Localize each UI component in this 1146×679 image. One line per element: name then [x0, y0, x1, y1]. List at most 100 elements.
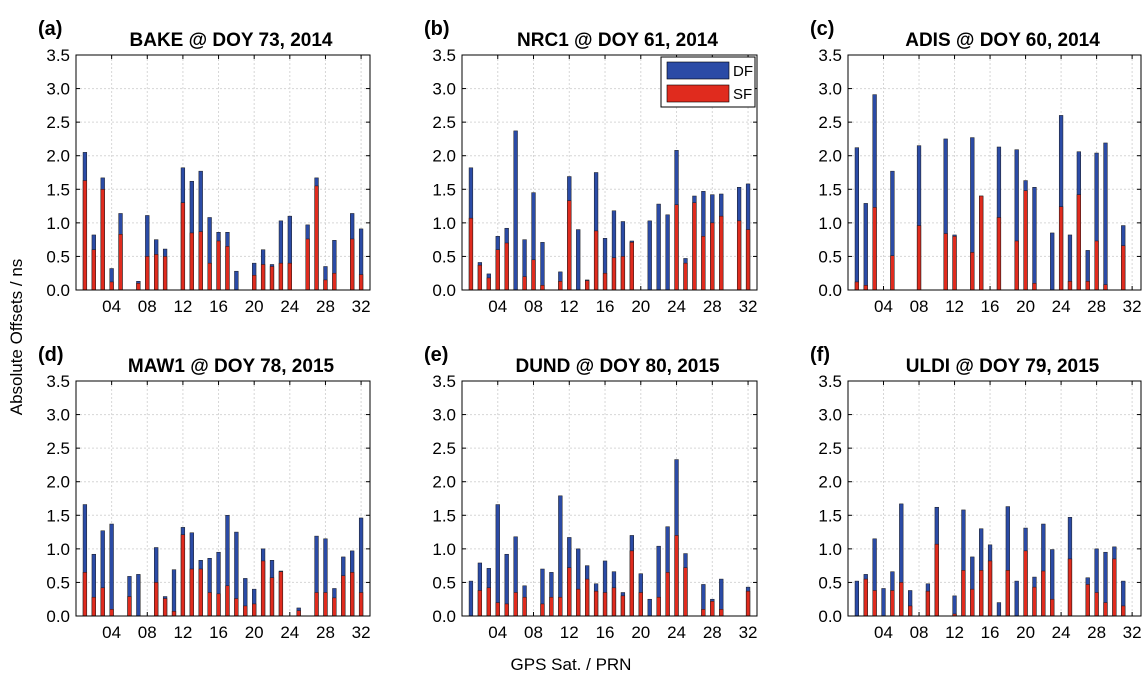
bar-sf: [970, 588, 975, 617]
bar-sf: [350, 572, 355, 617]
bar-sf: [278, 571, 284, 617]
tick-label-x: 16: [981, 623, 1000, 642]
bar-sf: [180, 202, 186, 291]
bar-sf: [145, 256, 150, 291]
bar-sf: [899, 582, 904, 617]
tick-label-y: 0.5: [818, 573, 842, 592]
bar-sf: [118, 234, 123, 291]
bar-sf: [207, 592, 212, 617]
tick-label-x: 04: [102, 623, 121, 642]
panel-label: (b): [424, 18, 450, 40]
bar-sf: [611, 587, 617, 617]
bar-sf: [531, 259, 536, 291]
bar-sf: [952, 236, 957, 291]
tick-label-y: 1.5: [432, 180, 456, 199]
bar-sf: [486, 587, 491, 617]
bar-df: [1103, 142, 1108, 291]
panels-layer: 0.0 0.5 1.0 1.5 2.0 2.5 3.0 3.5 04 08 12 16 20 24 28 32…: [38, 18, 1142, 642]
tick-label-y: 0.5: [46, 573, 70, 592]
tick-label-x: 08: [524, 623, 543, 642]
bar-sf: [745, 590, 751, 617]
bar-sf: [1085, 584, 1090, 617]
bar-sf: [996, 217, 1002, 291]
tick-label-y: 1.5: [46, 506, 70, 525]
bar-sf: [154, 582, 159, 617]
bar-sf: [558, 596, 563, 617]
bar-sf: [495, 249, 500, 291]
tick-label-y: 1.5: [818, 506, 842, 525]
tick-label-y: 3.5: [818, 46, 842, 65]
panel-title: NRC1 @ DOY 61, 2014: [517, 30, 718, 51]
bar-sf: [934, 543, 939, 617]
bar-sf: [350, 238, 355, 291]
bar-sf: [1067, 281, 1073, 291]
tick-label-x: 24: [280, 623, 299, 642]
bar-df: [656, 203, 661, 291]
tick-label-x: 32: [739, 623, 758, 642]
bar-sf: [620, 256, 626, 291]
tick-label-y: 2.0: [46, 473, 70, 492]
tick-label-x: 04: [488, 297, 507, 316]
bar-sf: [593, 590, 599, 617]
tick-label-x: 12: [560, 623, 579, 642]
tick-label-y: 3.0: [432, 406, 456, 425]
bar-sf: [477, 590, 483, 617]
bar-sf: [109, 281, 114, 291]
bar-df: [540, 242, 545, 291]
tick-label-y: 2.0: [432, 473, 456, 492]
bar-sf: [1005, 570, 1010, 617]
bar-sf: [710, 600, 715, 617]
bar-sf: [495, 602, 500, 617]
bar-sf: [323, 279, 328, 291]
tick-label-y: 2.5: [46, 439, 70, 458]
bar-sf: [611, 257, 617, 291]
panel-label: (d): [38, 344, 64, 366]
bar-sf: [477, 264, 483, 291]
bar-sf: [692, 202, 697, 291]
axes-frame: [461, 54, 758, 291]
panel-label: (f): [810, 344, 830, 366]
tick-label-y: 2.5: [46, 113, 70, 132]
tick-label-x: 16: [209, 297, 228, 316]
bar-sf: [549, 596, 554, 617]
bar-sf: [1121, 605, 1126, 617]
bar-sf: [522, 276, 527, 291]
tick-label-y: 0.0: [432, 281, 456, 300]
plot-area: [76, 55, 370, 290]
tick-label-y: 3.0: [818, 406, 842, 425]
tick-label-x: 32: [352, 623, 371, 642]
tick-label-y: 1.0: [818, 540, 842, 559]
panel-label: (e): [424, 344, 448, 366]
bar-sf: [1023, 190, 1028, 291]
tick-label-x: 12: [560, 297, 579, 316]
tick-label-x: 20: [1016, 623, 1035, 642]
tick-label-x: 28: [703, 623, 722, 642]
bar-sf: [468, 217, 474, 291]
tick-label-y: 3.0: [46, 406, 70, 425]
bar-sf: [154, 254, 159, 291]
tick-label-y: 1.0: [432, 540, 456, 559]
bar-df: [1050, 232, 1055, 291]
bar-sf: [162, 598, 168, 617]
legend-swatch-df: [666, 61, 730, 80]
bar-df: [1014, 580, 1019, 617]
bar-sf: [82, 180, 88, 291]
chart-panel-b: 0.0 0.5 1.0 1.5 2.0 2.5 3.0 3.5 04 08 12 16 20 24 28 32…: [424, 18, 758, 316]
legend-label-df: DF: [733, 63, 753, 80]
panel-title: BAKE @ DOY 73, 2014: [130, 30, 333, 51]
bar-sf: [961, 570, 966, 617]
bar-sf: [252, 603, 257, 617]
bar-sf: [225, 246, 230, 291]
bar-sf: [1050, 598, 1055, 617]
bar-sf: [872, 590, 877, 617]
tick-label-x: 32: [1123, 297, 1142, 316]
tick-label-x: 08: [524, 297, 543, 316]
bar-sf: [979, 195, 984, 291]
panel-title: ULDI @ DOY 79, 2015: [906, 356, 1100, 377]
bar-sf: [620, 595, 626, 617]
tick-label-x: 12: [945, 623, 964, 642]
bar-df: [513, 130, 518, 291]
legend-swatch-sf: [666, 84, 730, 103]
panel-title: MAW1 @ DOY 78, 2015: [128, 356, 335, 377]
bar-sf: [710, 222, 715, 291]
